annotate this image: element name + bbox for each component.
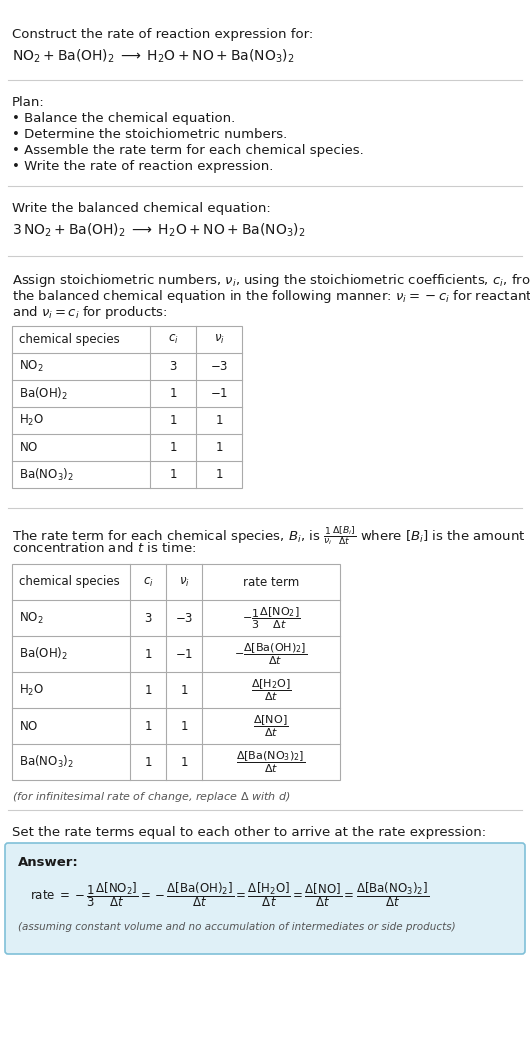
Text: $\mathrm{NO}$: $\mathrm{NO}$ — [19, 720, 38, 732]
Text: $1$: $1$ — [215, 468, 223, 481]
Text: chemical species: chemical species — [19, 575, 120, 589]
Text: $\dfrac{\Delta[\mathrm{H_2O}]}{\Delta t}$: $\dfrac{\Delta[\mathrm{H_2O}]}{\Delta t}… — [251, 677, 292, 703]
Text: $c_i$: $c_i$ — [167, 333, 179, 346]
Text: 1: 1 — [144, 755, 152, 769]
Text: $\mathrm{Ba(OH)_2}$: $\mathrm{Ba(OH)_2}$ — [19, 646, 68, 662]
Text: Set the rate terms equal to each other to arrive at the rate expression:: Set the rate terms equal to each other t… — [12, 826, 486, 839]
Text: $\dfrac{\Delta[\mathrm{NO}]}{\Delta t}$: $\dfrac{\Delta[\mathrm{NO}]}{\Delta t}$ — [253, 713, 289, 738]
Text: $-3$: $-3$ — [175, 612, 193, 624]
Text: $-\dfrac{1}{3}\dfrac{\Delta[\mathrm{NO_2}]}{\Delta t}$: $-\dfrac{1}{3}\dfrac{\Delta[\mathrm{NO_2… — [242, 606, 301, 631]
Text: $\mathrm{NO_2}$: $\mathrm{NO_2}$ — [19, 359, 43, 374]
Text: (for infinitesimal rate of change, replace $\Delta$ with $d$): (for infinitesimal rate of change, repla… — [12, 790, 290, 804]
Text: 1: 1 — [169, 387, 176, 400]
Text: $1$: $1$ — [180, 683, 188, 697]
Text: $\mathrm{H_2O}$: $\mathrm{H_2O}$ — [19, 682, 44, 698]
Text: $\mathrm{Ba(NO_3)_2}$: $\mathrm{Ba(NO_3)_2}$ — [19, 754, 74, 770]
Text: Answer:: Answer: — [18, 856, 79, 869]
Text: • Balance the chemical equation.: • Balance the chemical equation. — [12, 112, 235, 126]
Text: $\nu_i$: $\nu_i$ — [179, 575, 189, 589]
Text: Plan:: Plan: — [12, 96, 45, 109]
FancyBboxPatch shape — [5, 843, 525, 954]
Text: 1: 1 — [144, 683, 152, 697]
Text: $1$: $1$ — [180, 720, 188, 732]
Text: $\mathrm{Ba(OH)_2}$: $\mathrm{Ba(OH)_2}$ — [19, 385, 68, 402]
Text: 1: 1 — [144, 720, 152, 732]
Text: $\mathrm{H_2O}$: $\mathrm{H_2O}$ — [19, 413, 44, 428]
Text: • Write the rate of reaction expression.: • Write the rate of reaction expression. — [12, 160, 273, 173]
Text: Construct the rate of reaction expression for:: Construct the rate of reaction expressio… — [12, 28, 313, 41]
Text: $\dfrac{\Delta[\mathrm{Ba(NO_3)_2}]}{\Delta t}$: $\dfrac{\Delta[\mathrm{Ba(NO_3)_2}]}{\De… — [236, 749, 306, 775]
Text: 1: 1 — [169, 441, 176, 454]
Text: Assign stoichiometric numbers, $\nu_i$, using the stoichiometric coefficients, $: Assign stoichiometric numbers, $\nu_i$, … — [12, 272, 530, 289]
Text: • Determine the stoichiometric numbers.: • Determine the stoichiometric numbers. — [12, 128, 287, 141]
Text: and $\nu_i = c_i$ for products:: and $\nu_i = c_i$ for products: — [12, 304, 167, 321]
Bar — [12, 326, 242, 488]
Text: $\mathrm{NO_2 + Ba(OH)_2 \;\longrightarrow\; H_2O + NO + Ba(NO_3)_2}$: $\mathrm{NO_2 + Ba(OH)_2 \;\longrightarr… — [12, 48, 295, 66]
Text: rate term: rate term — [243, 575, 299, 589]
Text: Write the balanced chemical equation:: Write the balanced chemical equation: — [12, 202, 271, 215]
Text: $\mathrm{Ba(NO_3)_2}$: $\mathrm{Ba(NO_3)_2}$ — [19, 467, 74, 482]
Text: $\mathrm{NO_2}$: $\mathrm{NO_2}$ — [19, 611, 43, 626]
Text: 3: 3 — [169, 360, 176, 373]
Text: $1$: $1$ — [215, 414, 223, 427]
Text: (assuming constant volume and no accumulation of intermediates or side products): (assuming constant volume and no accumul… — [18, 922, 456, 932]
Text: the balanced chemical equation in the following manner: $\nu_i = -c_i$ for react: the balanced chemical equation in the fo… — [12, 288, 530, 305]
Text: $-1$: $-1$ — [175, 647, 193, 660]
Text: chemical species: chemical species — [19, 333, 120, 346]
Text: $-\dfrac{\Delta[\mathrm{Ba(OH)_2}]}{\Delta t}$: $-\dfrac{\Delta[\mathrm{Ba(OH)_2}]}{\Del… — [234, 641, 307, 666]
Text: $-1$: $-1$ — [210, 387, 228, 400]
Text: 1: 1 — [144, 647, 152, 660]
Text: $c_i$: $c_i$ — [143, 575, 153, 589]
Bar — [12, 564, 340, 780]
Text: 3: 3 — [144, 612, 152, 624]
Text: $1$: $1$ — [215, 441, 223, 454]
Text: $\nu_i$: $\nu_i$ — [214, 333, 224, 346]
Text: 1: 1 — [169, 468, 176, 481]
Text: $\mathrm{NO}$: $\mathrm{NO}$ — [19, 441, 38, 454]
Text: rate $= -\dfrac{1}{3}\dfrac{\Delta[\mathrm{NO_2}]}{\Delta t} = -\dfrac{\Delta[\m: rate $= -\dfrac{1}{3}\dfrac{\Delta[\math… — [30, 880, 429, 909]
Text: 1: 1 — [169, 414, 176, 427]
Text: $\mathrm{3\,NO_2 + Ba(OH)_2 \;\longrightarrow\; H_2O + NO + Ba(NO_3)_2}$: $\mathrm{3\,NO_2 + Ba(OH)_2 \;\longright… — [12, 222, 305, 240]
Text: concentration and $t$ is time:: concentration and $t$ is time: — [12, 541, 196, 555]
Text: $-3$: $-3$ — [210, 360, 228, 373]
Text: $1$: $1$ — [180, 755, 188, 769]
Text: The rate term for each chemical species, $B_i$, is $\frac{1}{\nu_i}\frac{\Delta[: The rate term for each chemical species,… — [12, 524, 525, 547]
Text: • Assemble the rate term for each chemical species.: • Assemble the rate term for each chemic… — [12, 144, 364, 157]
